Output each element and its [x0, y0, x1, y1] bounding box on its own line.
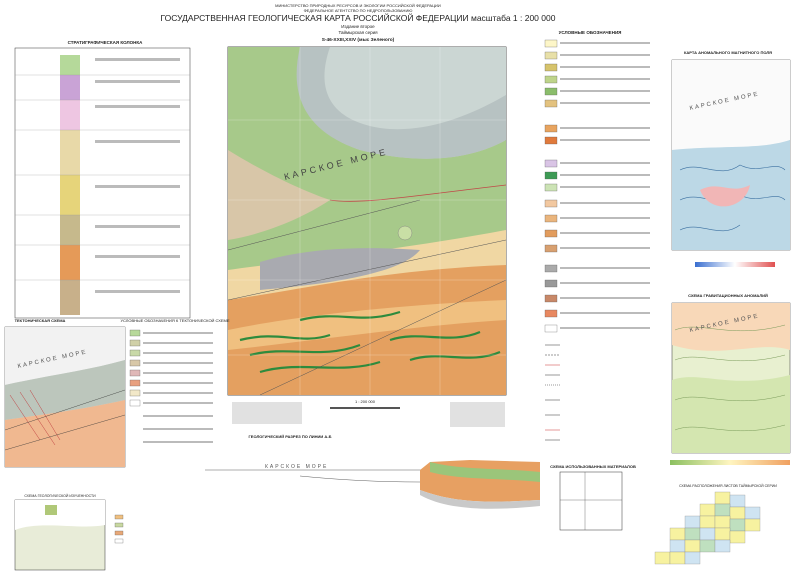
main-map: КАРСКОЕ МОРЕ — [227, 46, 507, 396]
small-scheme — [14, 499, 124, 571]
tectonic-legend-title: УСЛОВНЫЕ ОБОЗНАЧЕНИЯ К ТЕКТОНИЧЕСКОЙ СХЕ… — [120, 318, 229, 323]
gravity-map: КАРСКОЕ МОРЕ — [670, 302, 791, 465]
scale: 1 : 200 000 — [355, 399, 376, 404]
tectonic-scheme: КАРСКОЕ МОРЕ — [4, 326, 126, 468]
strat-column — [14, 47, 191, 319]
title: ГОСУДАРСТВЕННАЯ ГЕОЛОГИЧЕСКАЯ КАРТА РОСС… — [161, 12, 556, 23]
cross-section: КАРСКОЕ МОРЕ — [205, 460, 540, 509]
legend — [544, 39, 650, 441]
gravity-title: СХЕМА ГРАВИТАЦИОННЫХ АНОМАЛИЙ — [688, 293, 768, 298]
ministry: МИНИСТЕРСТВО ПРИРОДНЫХ РЕСУРСОВ И ЭКОЛОГ… — [275, 3, 441, 8]
sec-sea: КАРСКОЕ МОРЕ — [265, 464, 328, 470]
imprint-text — [232, 402, 505, 427]
legend-title: УСЛОВНЫЕ ОБОЗНАЧЕНИЯ — [559, 30, 622, 35]
index-map — [654, 491, 761, 565]
magnetic-map: КАРСКОЕ МОРЕ — [671, 59, 791, 267]
series: Таймырская серия — [338, 29, 378, 35]
materials-title: СХЕМА ИСПОЛЬЗОВАННЫХ МАТЕРИАЛОВ — [550, 464, 636, 469]
tectonic-title: ТЕКТОНИЧЕСКАЯ СХЕМА — [15, 318, 66, 323]
magnetic-title: КАРТА АНОМАЛЬНОГО МАГНИТНОГО ПОЛЯ — [684, 50, 772, 55]
materials-scheme — [559, 471, 623, 531]
strat-title: СТРАТИГРАФИЧЕСКАЯ КОЛОНКА — [68, 40, 144, 45]
index-title: СХЕМА РАСПОЛОЖЕНИЯ ЛИСТОВ ТАЙМЫРСКОЙ СЕР… — [679, 484, 777, 488]
small-scheme-title: СХЕМА ГЕОЛОГИЧЕСКОЙ ИЗУЧЕННОСТИ — [24, 494, 96, 498]
edition: Издание второе — [341, 24, 375, 29]
agency: ФЕДЕРАЛЬНОЕ АГЕНТСТВО ПО НЕДРОПОЛЬЗОВАНИ… — [304, 8, 413, 13]
sheet: S-46-XXIII,XXIV (мыс Зеленого) — [322, 37, 395, 43]
section-title: ГЕОЛОГИЧЕСКИЙ РАЗРЕЗ ПО ЛИНИИ А-Б — [249, 434, 332, 439]
tectonic-legend — [129, 329, 213, 443]
scale-bar — [330, 407, 400, 409]
